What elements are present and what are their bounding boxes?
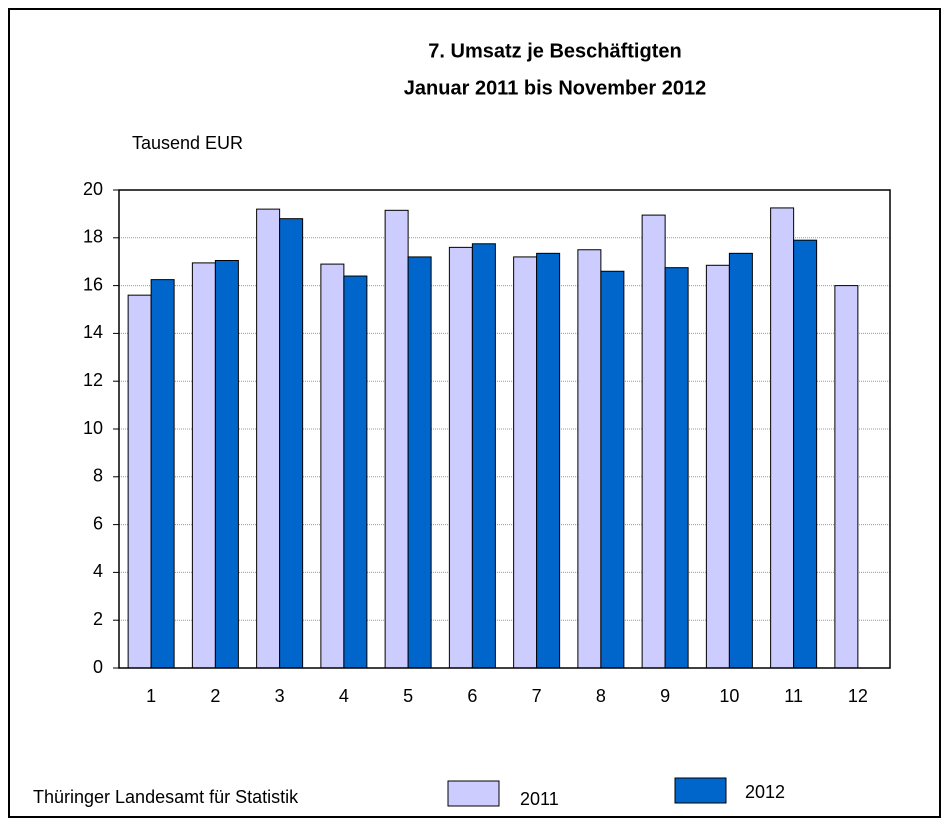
bar: [150, 279, 175, 669]
chart-subtitle: Januar 2011 bis November 2012: [404, 77, 706, 99]
bar: [127, 294, 152, 669]
y-tick-label: 2: [93, 609, 103, 629]
x-tick-label: 4: [339, 686, 349, 706]
bar: [728, 252, 753, 669]
x-tick-label: 7: [532, 686, 542, 706]
legend-label: 2012: [745, 782, 785, 802]
bar: [256, 208, 281, 669]
bar: [448, 246, 473, 669]
bar: [577, 249, 602, 669]
legend-swatch: [447, 780, 500, 807]
x-tick-label: 1: [146, 686, 156, 706]
y-tick-label: 6: [93, 513, 103, 533]
legend-swatch: [674, 777, 727, 804]
bar: [793, 239, 818, 669]
plot-border: [118, 189, 891, 669]
y-tick-label: 4: [93, 561, 103, 581]
bar: [641, 214, 666, 669]
x-tick-label: 3: [275, 686, 285, 706]
x-tick-label: 9: [660, 686, 670, 706]
y-axis-label: Tausend EUR: [132, 133, 243, 153]
bar: [214, 260, 239, 669]
x-tick-label: 12: [848, 686, 868, 706]
bar: [343, 275, 368, 669]
y-tick-label: 0: [93, 657, 103, 677]
y-tick-label: 18: [83, 227, 103, 247]
source: Thüringer Landesamt für Statistik: [33, 787, 299, 807]
bar: [536, 252, 561, 669]
x-tick-label: 8: [596, 686, 606, 706]
x-tick-label: 6: [467, 686, 477, 706]
legend-label: 2011: [520, 789, 559, 809]
bar: [279, 218, 304, 669]
x-tick-label: 10: [719, 686, 739, 706]
y-tick-label: 10: [83, 418, 103, 438]
x-tick-label: 2: [210, 686, 220, 706]
bar: [834, 285, 859, 669]
x-tick-label: 5: [403, 686, 413, 706]
chart-title: 7. Umsatz je Beschäftigten: [428, 40, 681, 62]
bar: [407, 256, 432, 669]
bar: [513, 256, 538, 669]
bar: [705, 264, 730, 669]
y-tick-label: 14: [83, 322, 103, 342]
y-tick-label: 8: [93, 466, 103, 486]
y-tick-label: 12: [83, 370, 103, 390]
bar: [191, 262, 216, 669]
bar: [600, 270, 625, 669]
bar: [320, 263, 345, 669]
bar: [664, 267, 689, 669]
y-tick-label: 20: [83, 179, 103, 199]
y-tick-label: 16: [83, 274, 103, 294]
x-tick-label: 11: [784, 686, 803, 706]
bar: [471, 243, 496, 669]
bar: [384, 209, 409, 669]
bar: [770, 207, 795, 669]
